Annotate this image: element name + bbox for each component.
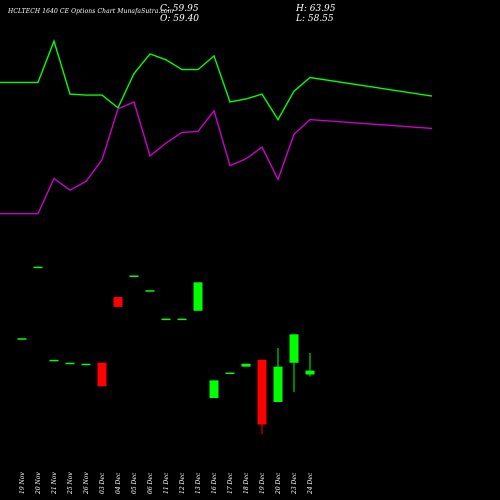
candle (33, 266, 43, 269)
x-axis: 19 Nov 20 Nov 21 Nov 25 Nov 26 Nov 03 Dec 04 D… (19, 472, 314, 495)
candle (289, 334, 299, 393)
low-value: L: 58.55 (296, 14, 334, 24)
high-value: H: 63.95 (296, 4, 336, 14)
candle (193, 282, 203, 311)
x-tick-label: 19 Nov (19, 472, 26, 494)
candle (241, 363, 251, 367)
x-tick-label: 11 Dec (163, 472, 170, 494)
candle (49, 359, 59, 362)
candle (129, 275, 139, 277)
candle-body (289, 334, 299, 363)
x-tick-label: 23 Dec (291, 472, 298, 495)
candle-body (65, 362, 75, 365)
candle-body (257, 359, 267, 425)
candle-body (81, 363, 91, 366)
chart-title: HCLTECH 1640 CE Options Chart MunafaSutr… (8, 8, 174, 15)
x-tick-label: 20 Nov (35, 472, 42, 495)
candle-body (273, 366, 283, 402)
indicator-line-1 (0, 39, 433, 121)
candle (209, 380, 219, 399)
candle (81, 363, 91, 366)
candle-body (33, 266, 43, 269)
x-tick-label: 25 Nov (67, 472, 74, 495)
candle (177, 318, 187, 321)
candle-body (209, 380, 219, 399)
x-tick-label: 19 Dec (259, 472, 266, 494)
candle-body (97, 362, 107, 387)
candle-body (241, 363, 251, 367)
candle (225, 372, 235, 375)
candle-body (49, 359, 59, 362)
x-tick-label: 16 Dec (211, 472, 218, 494)
candle (257, 359, 267, 435)
candle-body (193, 282, 203, 311)
candle-body (145, 290, 155, 292)
candle (65, 362, 75, 365)
x-tick-label: 04 Dec (115, 472, 122, 494)
candle-body (305, 370, 315, 375)
candle (145, 290, 155, 292)
candles (17, 266, 315, 435)
x-tick-label: 03 Dec (99, 472, 106, 494)
x-tick-label: 21 Nov (51, 472, 58, 495)
x-tick-label: 24 Dec (307, 472, 314, 495)
x-tick-label: 06 Dec (147, 472, 154, 494)
candle-body (129, 275, 139, 277)
x-tick-label: 17 Dec (227, 472, 234, 494)
candle (161, 318, 171, 321)
candle (305, 352, 315, 377)
candle-body (161, 318, 171, 321)
open-value: O: 59.40 (160, 14, 200, 24)
candle (113, 297, 123, 307)
x-tick-label: 05 Dec (131, 472, 138, 494)
candle-body (113, 297, 123, 307)
close-value: C: 59.95 (160, 4, 199, 14)
candle-body (177, 318, 187, 321)
x-tick-label: 13 Dec (195, 472, 202, 494)
x-tick-label: 20 Dec (275, 472, 282, 495)
x-tick-label: 18 Dec (243, 472, 250, 494)
candle (273, 348, 283, 402)
candle-body (17, 338, 27, 340)
candle (97, 362, 107, 387)
candle (17, 338, 27, 340)
candle-body (225, 372, 235, 375)
indicator-line-2 (0, 101, 433, 215)
x-tick-label: 26 Nov (83, 472, 90, 495)
indicator-lines (0, 39, 433, 215)
x-tick-label: 12 Dec (179, 472, 186, 494)
